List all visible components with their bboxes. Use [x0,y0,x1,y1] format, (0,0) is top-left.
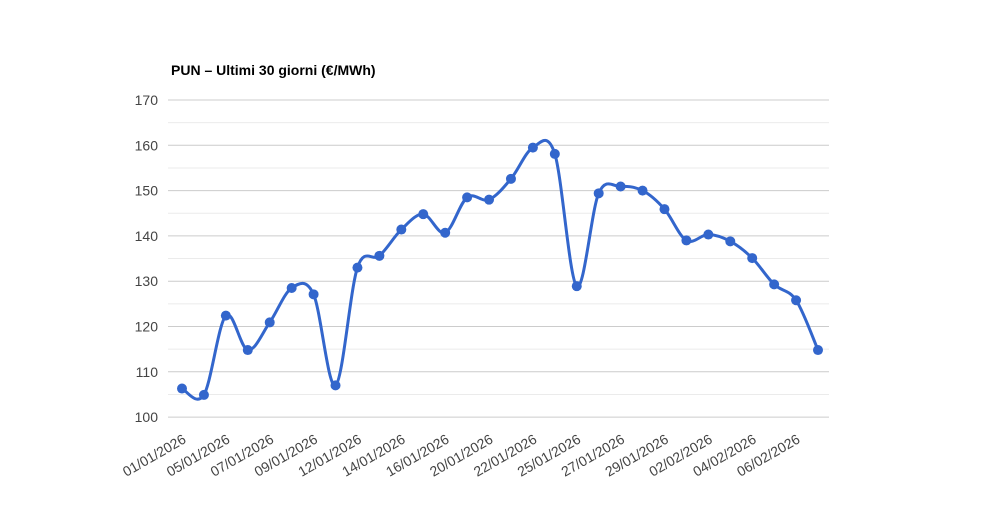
data-point[interactable] [615,181,626,192]
data-point[interactable] [725,236,736,247]
data-point[interactable] [505,173,516,184]
data-point[interactable] [769,279,780,290]
data-point[interactable] [813,345,823,356]
data-point[interactable] [703,229,714,240]
data-point[interactable] [396,224,407,235]
y-tick-label: 170 [135,92,159,108]
data-point[interactable] [352,262,363,273]
data-point[interactable] [330,380,341,391]
data-point[interactable] [264,317,275,328]
data-point[interactable] [220,310,231,321]
data-point[interactable] [681,235,692,246]
data-point[interactable] [593,188,604,199]
data-point[interactable] [177,383,187,394]
data-point[interactable] [242,345,253,356]
y-tick-label: 110 [136,364,159,380]
data-point[interactable] [286,282,297,293]
y-tick-label: 100 [135,409,159,425]
data-point[interactable] [374,250,385,261]
series-line [180,139,820,401]
chart-title: PUN – Ultimi 30 giorni (€/MWh) [171,62,376,78]
y-tick-label: 160 [135,137,159,153]
data-point[interactable] [791,295,802,306]
data-point[interactable] [308,289,319,300]
y-tick-label: 140 [135,228,159,244]
data-point[interactable] [637,185,648,196]
data-point[interactable] [198,389,209,400]
y-tick-label: 130 [135,273,159,289]
data-point[interactable] [484,194,495,205]
y-tick-label: 150 [135,183,159,199]
data-point[interactable] [462,192,473,203]
data-point[interactable] [418,209,429,220]
y-tick-label: 120 [135,319,159,335]
data-point[interactable] [747,253,758,264]
data-point[interactable] [549,148,560,159]
data-point[interactable] [440,227,451,238]
data-point[interactable] [659,204,670,215]
data-point[interactable] [527,142,538,153]
data-point[interactable] [571,281,582,292]
